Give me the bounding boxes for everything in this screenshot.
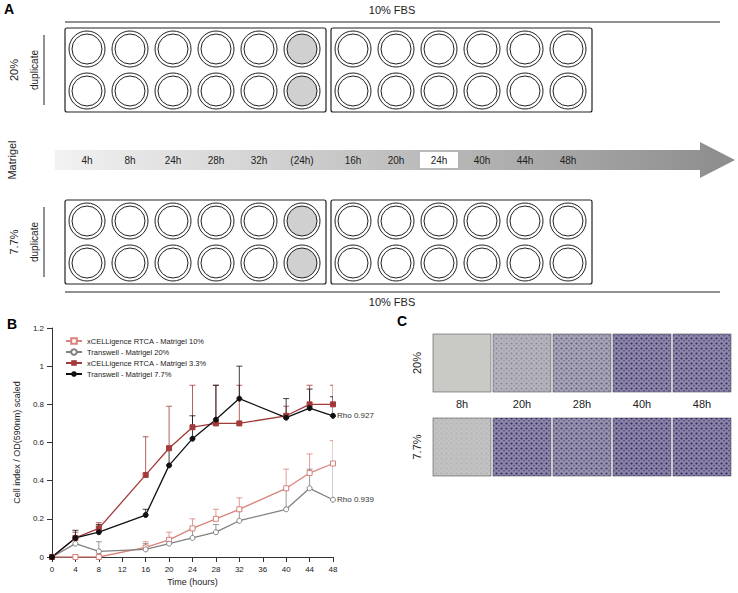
svg-text:28h: 28h xyxy=(573,398,591,410)
svg-text:40: 40 xyxy=(282,565,291,574)
svg-text:Cell index / OD(590nm) scaled: Cell index / OD(590nm) scaled xyxy=(12,381,22,504)
svg-text:1: 1 xyxy=(40,362,45,371)
svg-text:B: B xyxy=(7,316,17,332)
svg-text:duplicate: duplicate xyxy=(29,50,40,90)
svg-text:48h: 48h xyxy=(693,398,711,410)
svg-text:Rho 0.927: Rho 0.927 xyxy=(337,411,374,420)
svg-text:xCELLigence RTCA - Matrigel 3.: xCELLigence RTCA - Matrigel 3.3% xyxy=(87,359,206,368)
svg-text:28: 28 xyxy=(211,565,220,574)
svg-text:16h: 16h xyxy=(345,155,362,166)
svg-text:44: 44 xyxy=(305,565,314,574)
svg-text:40h: 40h xyxy=(633,398,651,410)
svg-text:0.8: 0.8 xyxy=(33,400,45,409)
svg-text:4: 4 xyxy=(73,565,78,574)
svg-text:48: 48 xyxy=(329,565,338,574)
svg-text:Transwell - Matrigel 20%: Transwell - Matrigel 20% xyxy=(87,348,170,357)
svg-text:10% FBS: 10% FBS xyxy=(369,296,415,308)
svg-text:1.2: 1.2 xyxy=(33,324,45,333)
svg-text:8h: 8h xyxy=(456,398,468,410)
svg-text:Matrigel: Matrigel xyxy=(6,140,18,179)
svg-text:7.7%: 7.7% xyxy=(411,434,423,459)
svg-text:Rho 0.939: Rho 0.939 xyxy=(337,495,374,504)
svg-text:48h: 48h xyxy=(560,155,577,166)
svg-text:Transwell - Matrigel 7.7%: Transwell - Matrigel 7.7% xyxy=(87,370,172,379)
svg-text:44h: 44h xyxy=(517,155,534,166)
svg-text:20%: 20% xyxy=(411,352,423,374)
svg-text:20: 20 xyxy=(165,565,174,574)
svg-text:0.6: 0.6 xyxy=(33,438,45,447)
svg-text:40h: 40h xyxy=(474,155,491,166)
svg-text:32: 32 xyxy=(235,565,244,574)
svg-text:10% FBS: 10% FBS xyxy=(369,4,415,16)
svg-text:24h: 24h xyxy=(431,155,448,166)
svg-text:(24h): (24h) xyxy=(290,155,313,166)
svg-text:duplicate: duplicate xyxy=(29,222,40,262)
svg-text:20h: 20h xyxy=(388,155,405,166)
svg-text:0: 0 xyxy=(40,553,45,562)
svg-text:0.2: 0.2 xyxy=(33,514,45,523)
svg-text:20%: 20% xyxy=(8,59,20,81)
svg-text:7.7%: 7.7% xyxy=(8,229,20,254)
svg-text:8: 8 xyxy=(97,565,102,574)
svg-text:0.4: 0.4 xyxy=(33,476,45,485)
svg-text:C: C xyxy=(397,313,407,329)
svg-text:24h: 24h xyxy=(165,155,182,166)
svg-text:xCELLigence RTCA - Matrigel 10: xCELLigence RTCA - Matrigel 10% xyxy=(87,337,204,346)
svg-text:0: 0 xyxy=(50,565,55,574)
svg-text:20h: 20h xyxy=(513,398,531,410)
svg-text:28h: 28h xyxy=(208,155,225,166)
svg-text:24: 24 xyxy=(188,565,197,574)
svg-text:36: 36 xyxy=(258,565,267,574)
svg-text:4h: 4h xyxy=(81,155,92,166)
svg-text:Time (hours): Time (hours) xyxy=(167,577,218,587)
svg-text:12: 12 xyxy=(118,565,127,574)
svg-text:8h: 8h xyxy=(124,155,135,166)
svg-text:16: 16 xyxy=(141,565,150,574)
svg-text:A: A xyxy=(4,1,14,17)
svg-text:32h: 32h xyxy=(251,155,268,166)
